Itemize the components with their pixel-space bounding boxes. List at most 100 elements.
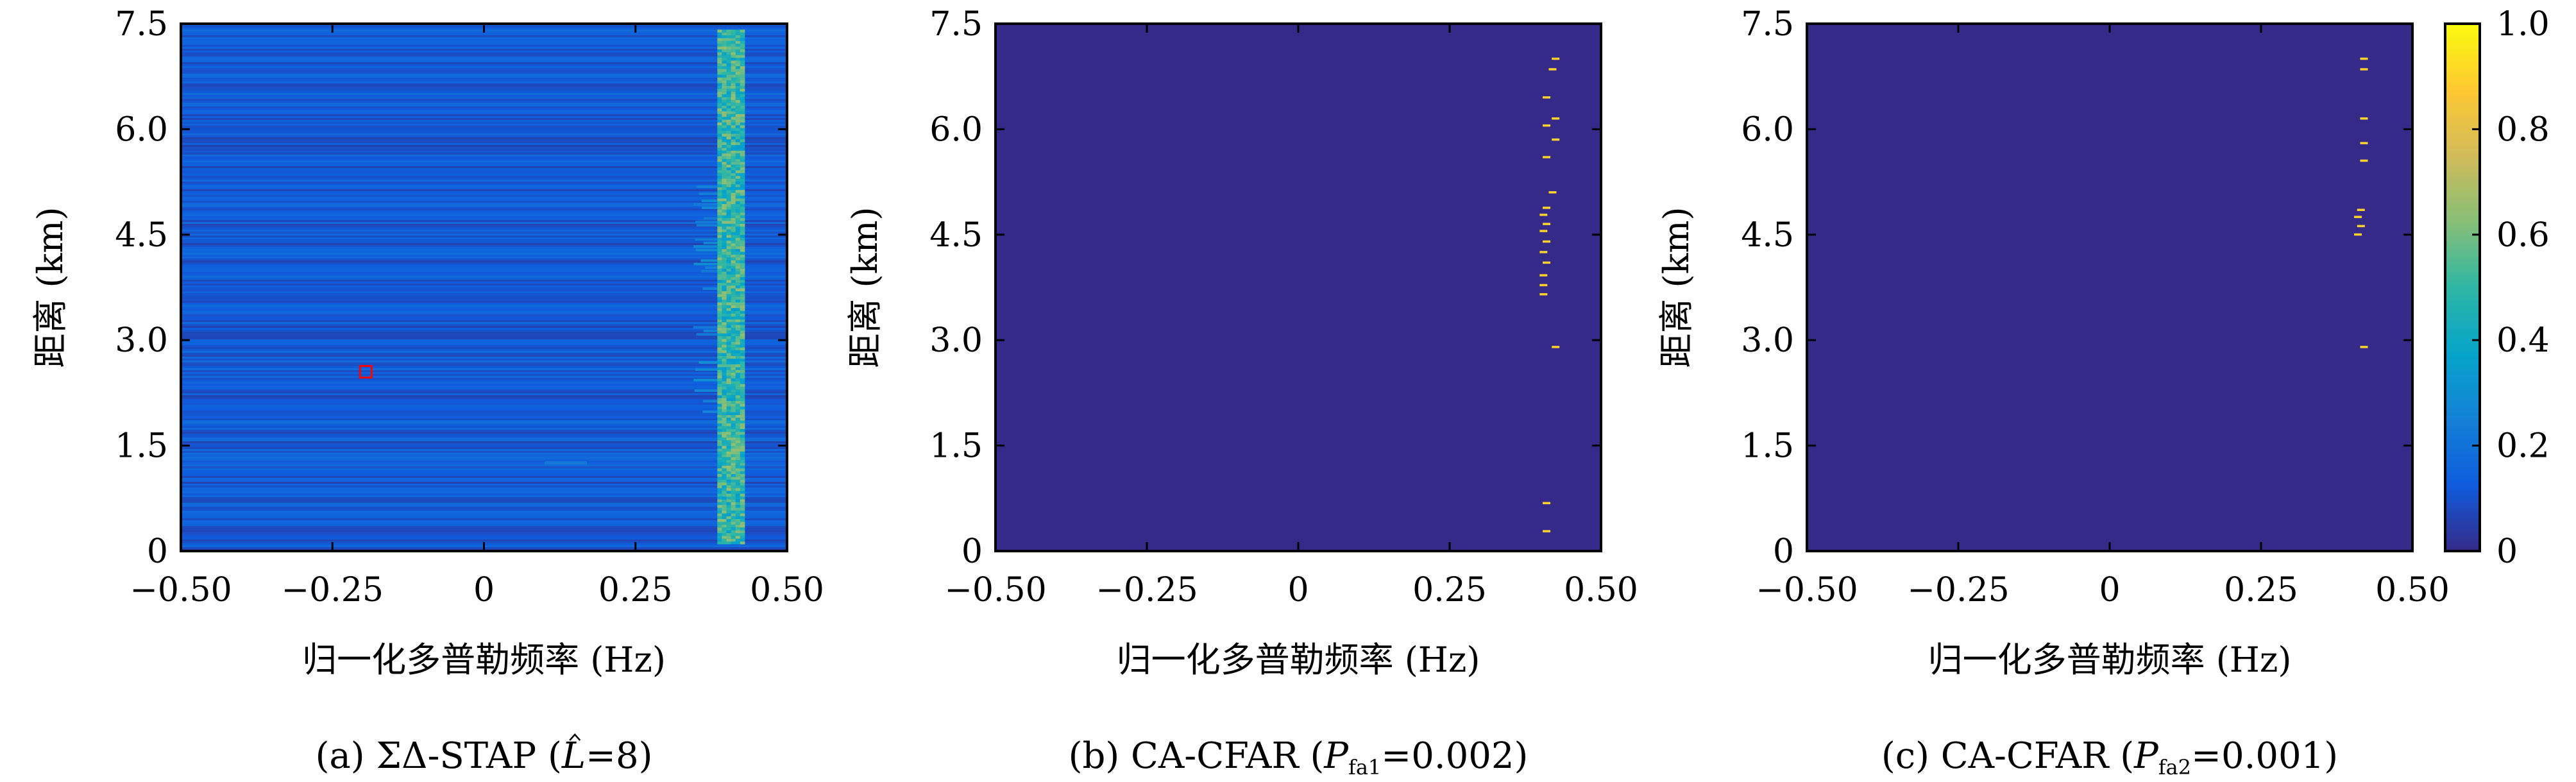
clutter-cell xyxy=(717,381,722,384)
clutter-cell xyxy=(717,468,722,472)
heatmap-row xyxy=(181,334,787,336)
clutter-cell xyxy=(717,254,722,258)
y-axis-title: 距离 (km) xyxy=(1656,207,1697,368)
clutter-cell xyxy=(735,77,741,81)
clutter-cell xyxy=(722,246,727,250)
x-tick-label: −0.50 xyxy=(130,571,232,609)
clutter-cell xyxy=(740,49,745,53)
clutter-cell xyxy=(722,325,727,328)
clutter-cell xyxy=(735,221,741,224)
clutter-cell xyxy=(722,187,727,191)
clutter-cell xyxy=(735,144,741,148)
clutter-cell xyxy=(726,139,732,142)
heatmap-row xyxy=(181,39,787,41)
clutter-cell xyxy=(740,201,745,205)
clutter-cell xyxy=(731,125,736,128)
clutter-cell xyxy=(726,423,732,427)
clutter-cell xyxy=(735,426,741,429)
x-axis-title: 归一化多普勒频率 (Hz) xyxy=(1117,640,1480,680)
clutter-cell xyxy=(735,445,741,449)
clutter-cell xyxy=(722,260,727,264)
clutter-cell xyxy=(722,522,727,525)
heatmap-row xyxy=(181,51,787,53)
heatmap-row xyxy=(181,64,787,66)
heatmap-row xyxy=(181,341,787,343)
clutter-cell xyxy=(740,209,745,213)
clutter-cell xyxy=(731,85,736,89)
clutter-cell xyxy=(735,243,741,246)
clutter-cell xyxy=(717,46,722,49)
clutter-cell xyxy=(726,276,732,280)
heatmap-row xyxy=(181,307,787,309)
clutter-cell xyxy=(717,414,722,418)
clutter-cell xyxy=(731,153,736,157)
heatmap-row xyxy=(181,201,787,203)
clutter-cell xyxy=(740,77,745,81)
clutter-cell xyxy=(731,142,736,146)
clutter-cell xyxy=(735,142,741,146)
clutter-cell xyxy=(722,44,727,47)
clutter-cell xyxy=(726,60,732,64)
clutter-cell xyxy=(735,532,741,536)
clutter-cell xyxy=(726,381,732,384)
clutter-cell xyxy=(731,532,736,536)
clutter-cell xyxy=(731,423,736,427)
clutter-cell xyxy=(731,232,736,235)
clutter-cell xyxy=(726,302,732,305)
clutter-cell xyxy=(717,212,722,216)
clutter-cell xyxy=(717,280,722,283)
heatmap-row xyxy=(181,393,787,395)
clutter-cell xyxy=(726,271,732,275)
clutter-cell xyxy=(717,532,722,536)
clutter-cell xyxy=(740,473,745,477)
heatmap-row xyxy=(181,168,787,170)
clutter-cell xyxy=(726,119,732,123)
colorbar-tick-label: 0.4 xyxy=(2496,321,2550,360)
heatmap-row xyxy=(181,297,787,299)
clutter-cell xyxy=(726,491,732,494)
clutter-cell xyxy=(740,271,745,275)
clutter-cell xyxy=(726,361,732,364)
clutter-cell xyxy=(726,153,732,157)
clutter-cell xyxy=(717,266,722,269)
heatmap-row xyxy=(181,432,787,434)
clutter-cell xyxy=(735,80,741,83)
clutter-cell xyxy=(740,111,745,114)
heatmap-row xyxy=(181,214,787,216)
clutter-cell xyxy=(731,426,736,429)
clutter-cell xyxy=(740,294,745,297)
clutter-cell xyxy=(731,499,736,502)
clutter-cell xyxy=(726,30,732,33)
clutter-cell xyxy=(717,223,722,227)
clutter-cell xyxy=(740,83,745,86)
clutter-cell xyxy=(726,522,732,525)
clutter-cell xyxy=(735,156,741,159)
clutter-cell xyxy=(731,409,736,412)
heatmap-row xyxy=(181,364,787,366)
heatmap-row xyxy=(181,208,787,210)
clutter-cell xyxy=(740,359,745,362)
clutter-cell xyxy=(731,485,736,488)
clutter-cell xyxy=(731,491,736,494)
heatmap-row xyxy=(181,538,787,540)
clutter-cell xyxy=(722,162,727,165)
clutter-cell xyxy=(731,173,736,176)
clutter-cell xyxy=(717,322,722,325)
clutter-cell xyxy=(735,285,741,289)
clutter-cell xyxy=(735,313,741,317)
heatmap-row xyxy=(181,128,787,130)
clutter-cell xyxy=(726,325,732,328)
heatmap-row xyxy=(181,205,787,207)
clutter-cell xyxy=(722,477,727,480)
clutter-cell xyxy=(740,105,745,109)
clutter-cell xyxy=(722,111,727,114)
clutter-cell xyxy=(717,85,722,89)
clutter-cell xyxy=(722,432,727,435)
clutter-cell xyxy=(740,274,745,278)
clutter-cell xyxy=(722,330,727,334)
clutter-cell xyxy=(731,111,736,114)
clutter-cell xyxy=(722,457,727,461)
clutter-cell xyxy=(735,488,741,491)
clutter-cell xyxy=(722,69,727,72)
clutter-cell xyxy=(722,398,727,401)
